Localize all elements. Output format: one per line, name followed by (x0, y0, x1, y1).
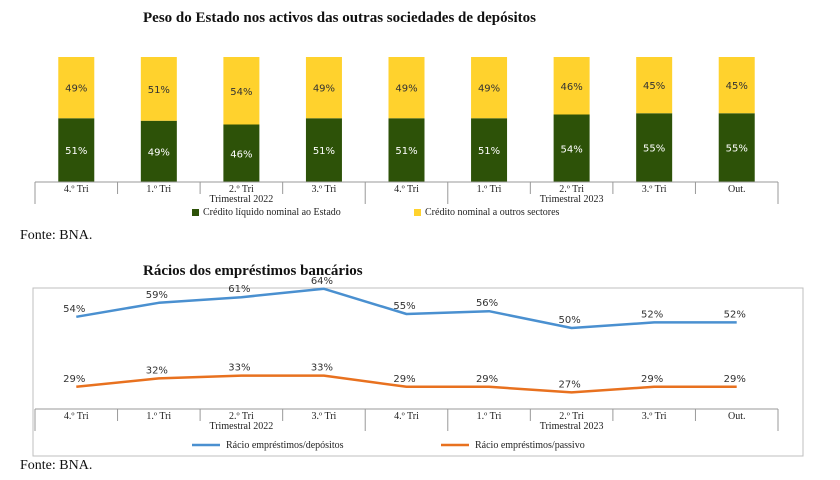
line-data-label: 29% (393, 374, 415, 385)
line-data-label: 29% (641, 374, 663, 385)
bar-data-label: 55% (726, 144, 748, 155)
bar-segment-estado (58, 118, 95, 182)
x-tick-label: 1.º Tri (146, 184, 171, 195)
bar-data-label: 51% (148, 85, 170, 96)
bar-segment-outros (305, 57, 342, 119)
x-tick-label: 3.º Tri (312, 184, 337, 195)
line-data-label: 52% (724, 309, 746, 320)
bar-data-label: 46% (560, 82, 582, 93)
x-tick-label: 3.º Tri (642, 184, 667, 195)
bar-segment-estado (553, 114, 590, 182)
bar-data-label: 51% (478, 146, 500, 157)
x-group-label: Trimestral 2023 (540, 421, 604, 432)
line-chart-frame (32, 287, 804, 457)
bar-data-label: 54% (230, 87, 252, 98)
x-tick-label: 2.º Tri (559, 184, 584, 195)
x-tick-label: 4.º Tri (394, 184, 419, 195)
bar-data-label: 49% (65, 84, 87, 95)
x-tick-label: 2.º Tri (229, 184, 254, 195)
bar-data-label: 51% (65, 146, 87, 157)
line-data-label: 33% (311, 363, 333, 374)
line-data-label: 32% (146, 365, 168, 376)
line-data-label: 50% (558, 315, 580, 326)
series-line (76, 374, 737, 394)
bar-segment-estado (471, 118, 508, 182)
line-data-label: 55% (393, 301, 415, 312)
line-data-label: 27% (558, 379, 580, 390)
bar-data-label: 49% (478, 84, 500, 95)
bar-data-label: 55% (643, 144, 665, 155)
bar-data-label: 49% (148, 147, 170, 158)
bar-segment-estado (636, 113, 673, 182)
bar-segment-estado (388, 118, 425, 182)
line-data-label: 29% (476, 374, 498, 385)
x-tick-label: 1.º Tri (477, 184, 502, 195)
bar-chart-title: Peso do Estado nos activos das outras so… (143, 10, 536, 26)
x-tick-label: 3.º Tri (312, 411, 337, 422)
bar-data-label: 54% (560, 144, 582, 155)
x-tick-label: 1.º Tri (146, 411, 171, 422)
legend-label: Crédito líquido nominal ao Estado (203, 207, 341, 218)
x-tick-label: 4.º Tri (64, 411, 89, 422)
line-data-label: 52% (641, 309, 663, 320)
bar-data-label: 51% (313, 146, 335, 157)
line-chart-title: Rácios dos empréstimos bancários (143, 263, 363, 279)
bar-segment-outros (471, 57, 508, 119)
bar-data-label: 45% (643, 81, 665, 92)
bar-segment-estado (718, 113, 755, 182)
legend-label: Rácio empréstimos/depósitos (226, 440, 344, 451)
x-tick-label: 3.º Tri (642, 411, 667, 422)
legend-swatch (192, 209, 199, 216)
bar-data-label: 49% (395, 84, 417, 95)
line-data-label: 33% (228, 363, 250, 374)
bar-segment-outros (718, 57, 755, 114)
x-group-label: Trimestral 2022 (209, 194, 273, 205)
bar-chart-source: Fonte: BNA. (20, 228, 93, 243)
line-data-label: 29% (63, 374, 85, 385)
x-tick-label: 1.º Tri (477, 411, 502, 422)
x-tick-label: 4.º Tri (394, 411, 419, 422)
bar-data-label: 46% (230, 149, 252, 160)
line-data-label: 54% (63, 304, 85, 315)
bar-segment-outros (140, 57, 177, 121)
bar-segment-outros (636, 57, 673, 114)
x-group-label: Trimestral 2023 (540, 194, 604, 205)
line-chart-source: Fonte: BNA. (20, 458, 93, 473)
bar-segment-outros (553, 57, 590, 115)
line-data-label: 61% (228, 284, 250, 295)
x-tick-label: 2.º Tri (559, 411, 584, 422)
line-data-label: 29% (724, 374, 746, 385)
bar-segment-outros (58, 57, 95, 119)
bar-segment-estado (305, 118, 342, 182)
legend-label: Rácio empréstimos/passivo (475, 440, 585, 451)
bar-segment-outros (223, 57, 260, 125)
bar-data-label: 45% (726, 81, 748, 92)
bar-data-label: 51% (395, 146, 417, 157)
bar-segment-estado (140, 120, 177, 182)
bar-segment-outros (388, 57, 425, 119)
x-tick-label: 4.º Tri (64, 184, 89, 195)
bar-data-label: 49% (313, 84, 335, 95)
series-line (76, 287, 737, 330)
x-group-label: Trimestral 2022 (209, 421, 273, 432)
bar-segment-estado (223, 124, 260, 182)
legend-swatch (414, 209, 421, 216)
legend-label: Crédito nominal a outros sectores (425, 207, 560, 218)
line-data-label: 56% (476, 298, 498, 309)
x-tick-label: Out. (728, 411, 746, 422)
line-data-label: 64% (311, 276, 333, 287)
line-data-label: 59% (146, 290, 168, 301)
x-tick-label: 2.º Tri (229, 411, 254, 422)
x-tick-label: Out. (728, 184, 746, 195)
